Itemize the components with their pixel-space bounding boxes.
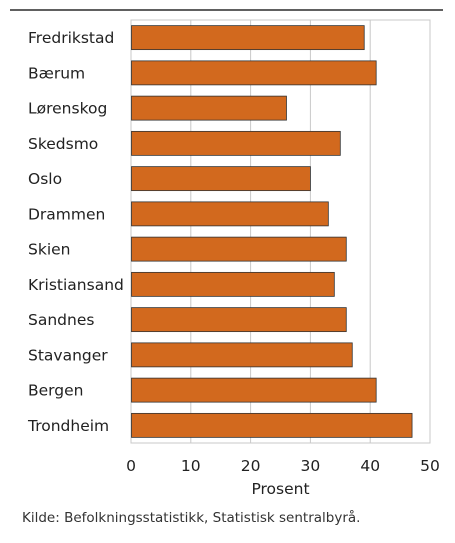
x-tick-label: 50 bbox=[420, 457, 440, 475]
bar bbox=[131, 412, 413, 438]
x-tick-label: 40 bbox=[360, 457, 380, 475]
category-label: Trondheim bbox=[27, 417, 109, 435]
category-label: Oslo bbox=[28, 170, 62, 188]
category-label: Sandnes bbox=[28, 311, 94, 329]
bar bbox=[131, 236, 347, 262]
category-label: Lørenskog bbox=[28, 100, 107, 118]
bar bbox=[131, 130, 341, 156]
bar bbox=[131, 201, 329, 227]
category-label: Skedsmo bbox=[28, 135, 98, 153]
bar bbox=[131, 60, 377, 86]
category-label: Stavanger bbox=[28, 346, 108, 364]
category-label: Drammen bbox=[28, 205, 105, 223]
x-tick-label: 30 bbox=[301, 457, 321, 475]
x-axis-title: Prosent bbox=[251, 480, 309, 498]
bar bbox=[131, 95, 287, 121]
bar bbox=[131, 342, 353, 368]
x-tick-label: 20 bbox=[241, 457, 261, 475]
source-note: Kilde: Befolkningsstatistikk, Statistisk… bbox=[22, 510, 361, 526]
category-label: Fredrikstad bbox=[28, 29, 114, 47]
x-tick-label: 0 bbox=[126, 457, 136, 475]
bar bbox=[131, 166, 311, 192]
category-label: Bærum bbox=[28, 64, 85, 82]
category-label: Skien bbox=[28, 241, 70, 259]
category-label: Bergen bbox=[28, 382, 83, 400]
bar bbox=[131, 271, 335, 297]
category-label: Kristiansand bbox=[28, 276, 124, 294]
bar bbox=[131, 25, 365, 51]
plot-frame bbox=[130, 19, 431, 444]
bar bbox=[131, 307, 347, 333]
x-tick-label: 10 bbox=[181, 457, 201, 475]
bar bbox=[131, 377, 377, 403]
